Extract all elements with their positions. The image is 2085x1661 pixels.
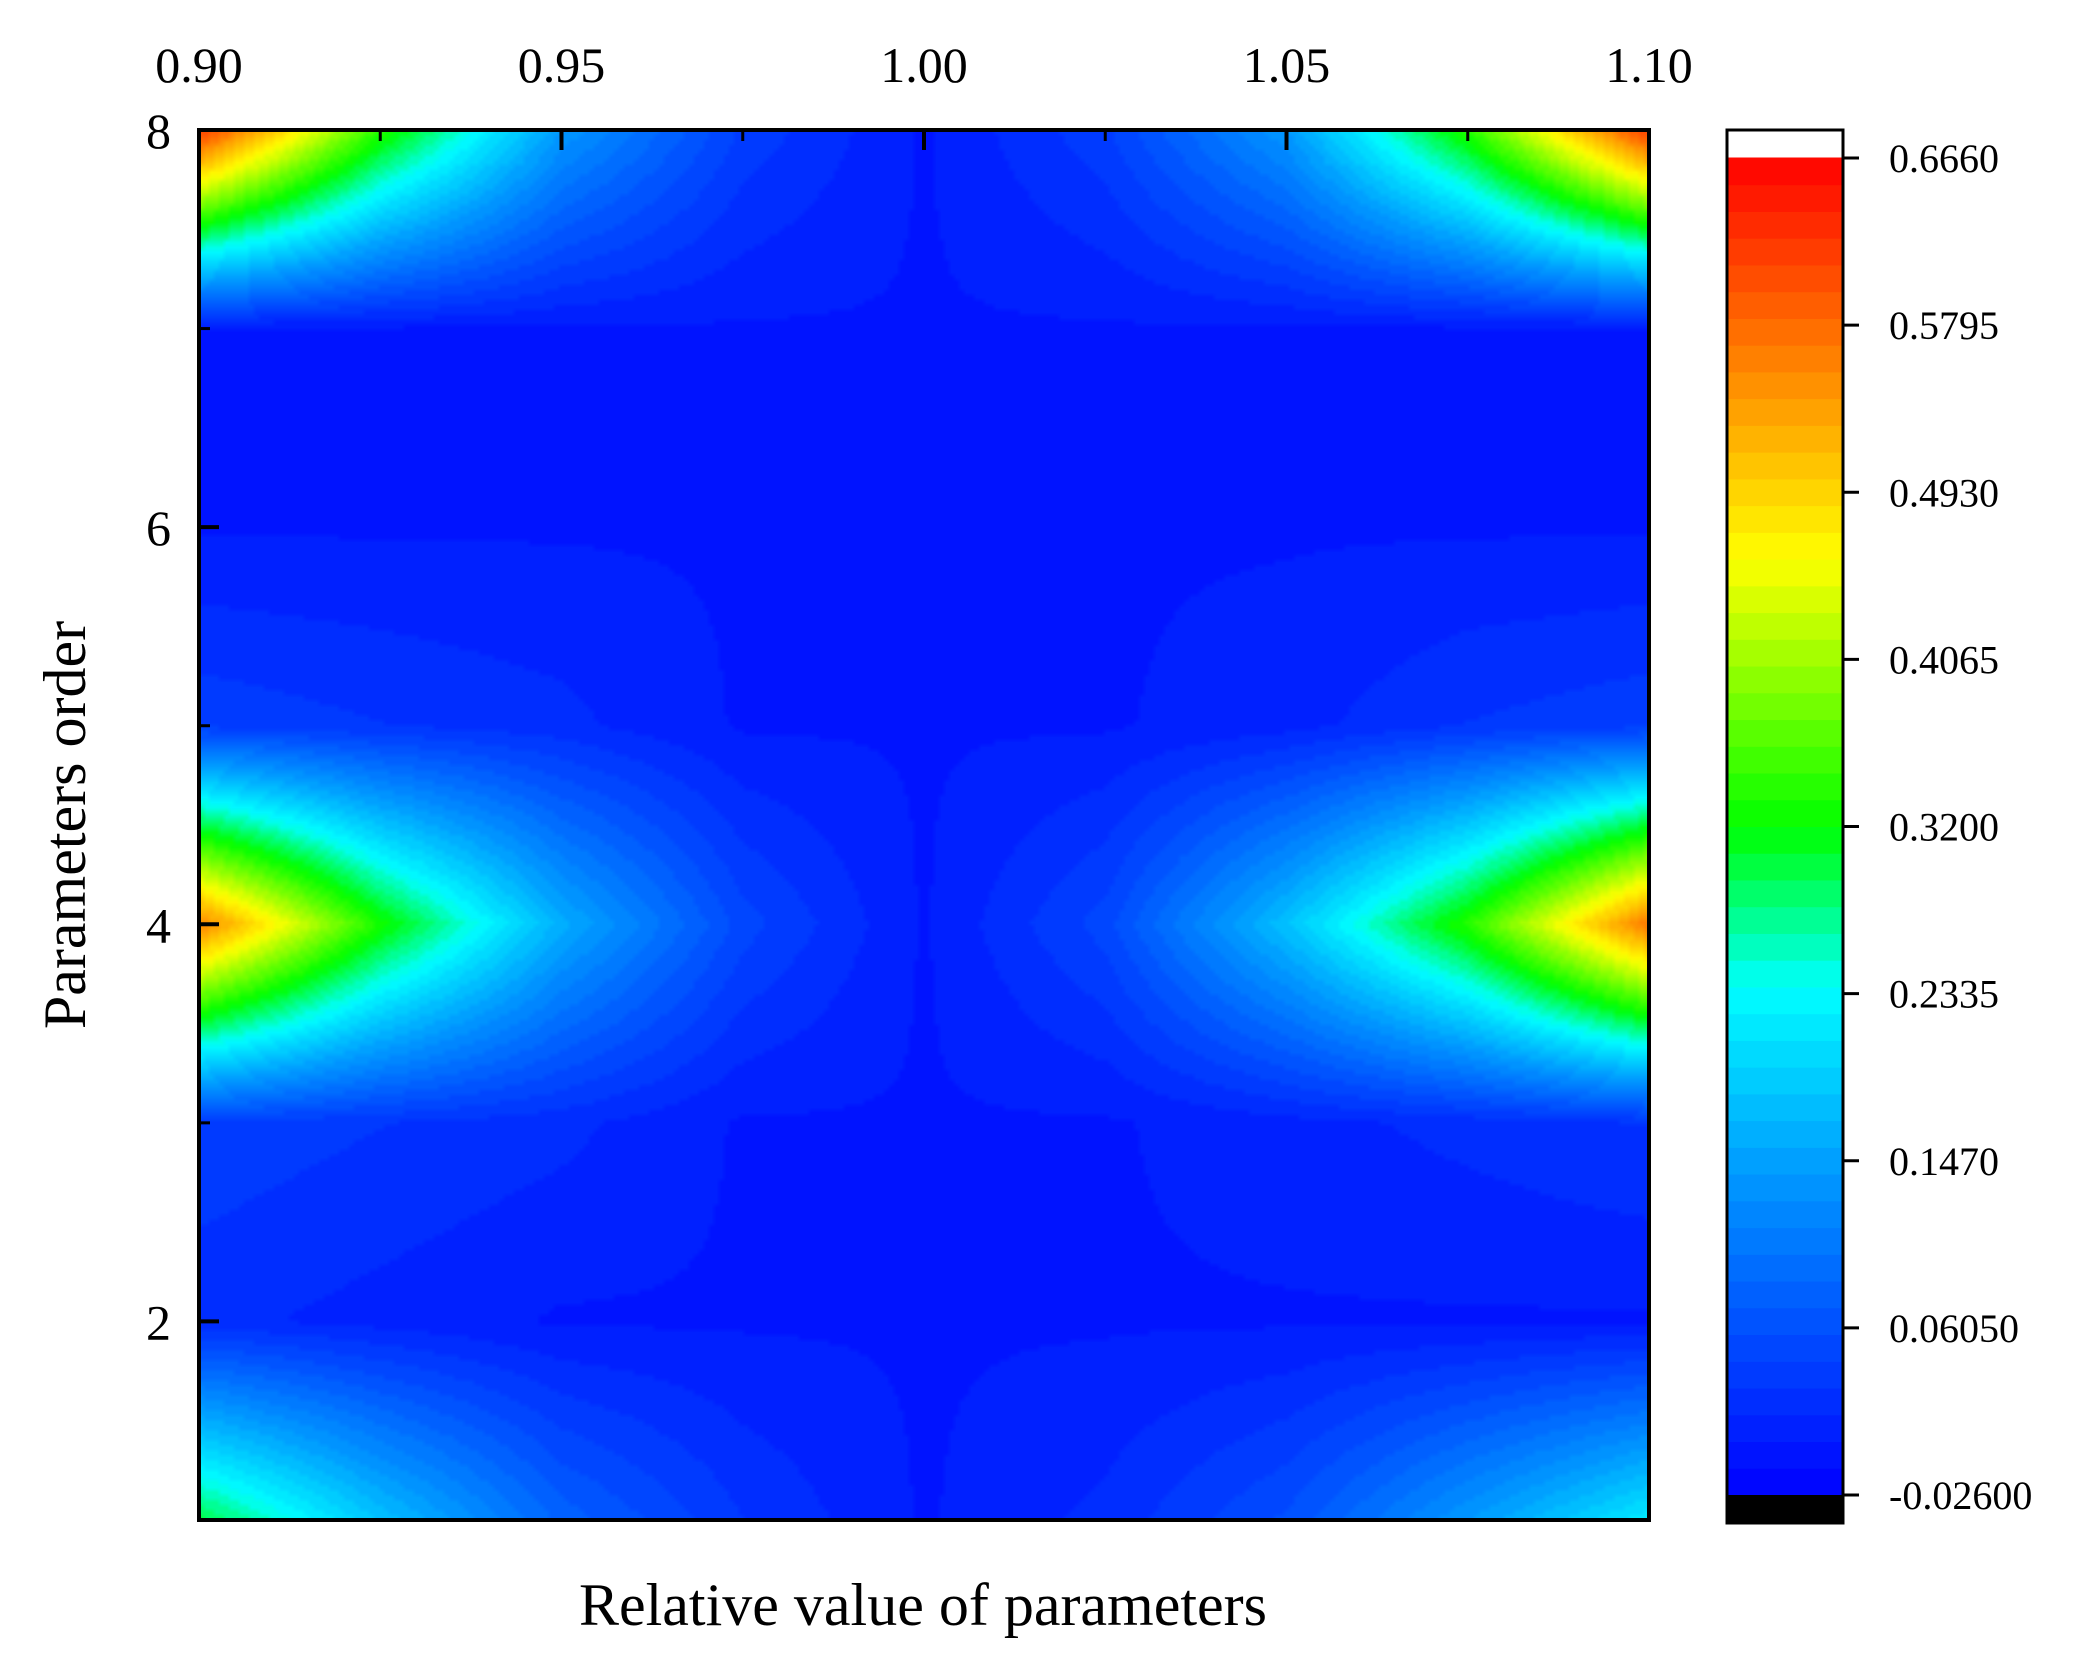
colorbar-band xyxy=(1727,1200,1843,1229)
colorbar-band xyxy=(1727,826,1843,854)
x-tick-label: 1.00 xyxy=(880,37,968,93)
x-tick-label: 0.95 xyxy=(518,37,606,93)
colorbar-band xyxy=(1727,291,1843,319)
colorbar-band xyxy=(1727,906,1843,934)
colorbar-tick-label: 0.4930 xyxy=(1889,470,1999,515)
colorbar-tick-label: -0.02600 xyxy=(1889,1473,2032,1518)
contour-fill xyxy=(199,130,1649,1520)
colorbar-band xyxy=(1727,1334,1843,1362)
colorbar-band xyxy=(1727,157,1843,186)
colorbar-band xyxy=(1727,665,1843,694)
colorbar-band xyxy=(1727,424,1843,453)
colorbar: 0.6660 0.5795 0.4930 0.4065 0.3200 0.2335 0.14… xyxy=(1725,128,2032,1525)
colorbar-band xyxy=(1727,986,1843,1015)
colorbar-band xyxy=(1727,237,1843,266)
colorbar-band xyxy=(1727,932,1843,961)
colorbar-band xyxy=(1727,612,1843,640)
colorbar-tick-label: 0.06050 xyxy=(1889,1306,2019,1351)
colorbar-band xyxy=(1727,1280,1843,1309)
colorbar-band xyxy=(1727,451,1843,480)
colorbar-band xyxy=(1727,1120,1843,1148)
colorbar-band xyxy=(1727,745,1843,774)
colorbar-band xyxy=(1727,852,1843,881)
colorbar-band xyxy=(1727,398,1843,426)
colorbar-band xyxy=(1727,585,1843,614)
colorbar-band xyxy=(1727,1387,1843,1416)
colorbar-band xyxy=(1727,719,1843,747)
colorbar-band xyxy=(1727,1039,1843,1068)
x-axis: 0.90 0.95 1.00 1.05 1.10 xyxy=(155,37,1693,150)
contour-plot-area xyxy=(197,128,1651,1522)
colorbar-band xyxy=(1727,1414,1843,1443)
colorbar-band xyxy=(1727,1227,1843,1255)
colorbar-band xyxy=(1727,1360,1843,1389)
colorbar-band xyxy=(1727,344,1843,373)
colorbar-band xyxy=(1727,638,1843,667)
colorbar-bands xyxy=(1727,130,1843,1523)
colorbar-band xyxy=(1727,1467,1843,1496)
colorbar-over-band xyxy=(1727,130,1843,158)
colorbar-band xyxy=(1727,371,1843,400)
colorbar-band xyxy=(1727,1093,1843,1122)
colorbar-band xyxy=(1727,478,1843,507)
colorbar-band xyxy=(1727,210,1843,239)
colorbar-ticks: 0.6660 0.5795 0.4930 0.4065 0.3200 0.2335 0.14… xyxy=(1843,136,2032,1518)
colorbar-band xyxy=(1727,772,1843,801)
colorbar-tick-label: 0.3200 xyxy=(1889,805,1999,850)
colorbar-band xyxy=(1727,1253,1843,1282)
colorbar-band xyxy=(1727,692,1843,721)
colorbar-band xyxy=(1727,1013,1843,1041)
y-tick-label: 6 xyxy=(146,500,171,556)
colorbar-band xyxy=(1727,505,1843,533)
colorbar-band xyxy=(1727,1441,1843,1469)
colorbar-band xyxy=(1727,531,1843,560)
y-tick-label: 8 xyxy=(146,103,171,159)
colorbar-band xyxy=(1727,317,1843,346)
colorbar-band xyxy=(1727,184,1843,212)
x-axis-title: Relative value of parameters xyxy=(579,1572,1267,1638)
colorbar-band xyxy=(1727,1066,1843,1095)
colorbar-band xyxy=(1727,1146,1843,1175)
colorbar-tick-label: 0.6660 xyxy=(1889,136,1999,181)
colorbar-band xyxy=(1727,799,1843,827)
colorbar-band xyxy=(1727,959,1843,988)
x-tick-label: 0.90 xyxy=(155,37,243,93)
y-tick-label: 4 xyxy=(146,897,171,953)
colorbar-band xyxy=(1727,558,1843,587)
colorbar-tick-label: 0.4065 xyxy=(1889,637,1999,682)
y-tick-label: 2 xyxy=(146,1294,171,1350)
colorbar-tick-label: 0.1470 xyxy=(1889,1139,1999,1184)
x-tick-label: 1.10 xyxy=(1605,37,1693,93)
colorbar-tick-label: 0.5795 xyxy=(1889,303,1999,348)
colorbar-band xyxy=(1727,1173,1843,1202)
colorbar-band xyxy=(1727,1307,1843,1336)
y-axis-title: Parameters order xyxy=(32,621,98,1029)
colorbar-band xyxy=(1727,879,1843,908)
y-axis: 2 4 6 8 xyxy=(146,103,219,1350)
colorbar-band xyxy=(1727,264,1843,293)
colorbar-under-band xyxy=(1727,1495,1843,1523)
colorbar-tick-label: 0.2335 xyxy=(1889,972,1999,1017)
x-tick-label: 1.05 xyxy=(1243,37,1331,93)
